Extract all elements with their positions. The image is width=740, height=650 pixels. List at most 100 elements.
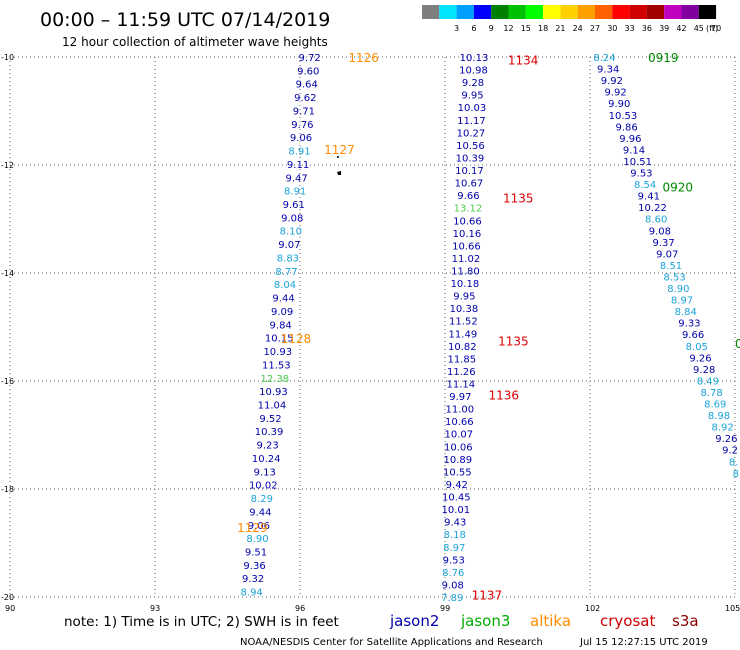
legend-swatch xyxy=(698,5,717,19)
wave-height-value: 8.04 xyxy=(274,280,296,291)
wave-height-value: 8.76 xyxy=(442,568,464,579)
legend-label: 45 xyxy=(694,24,704,33)
wave-height-value: 9.47 xyxy=(285,173,307,184)
wave-height-value: 8.10 xyxy=(280,227,302,238)
wave-height-value: 10.53 xyxy=(609,111,638,122)
pass-time-label: 1129 xyxy=(237,521,268,535)
wave-height-value: 9.92 xyxy=(604,88,626,99)
wave-height-value: 9.44 xyxy=(249,507,271,518)
wave-height-value: 10.13 xyxy=(460,53,489,64)
legend-swatch xyxy=(508,5,526,19)
lon-label: 90 xyxy=(5,604,15,613)
legend-label: 42 xyxy=(676,24,686,33)
wave-height-value: 8.05 xyxy=(686,342,708,353)
wave-height-value: 8.53 xyxy=(664,272,686,283)
wave-height-value: 11.17 xyxy=(457,116,486,127)
wave-height-value: 8.18 xyxy=(444,530,466,541)
wave-height-value: 10.15 xyxy=(265,334,294,345)
wave-height-value: 8.60 xyxy=(645,215,667,226)
wave-height-value: 9.36 xyxy=(243,561,265,572)
wave-height-value: 9.08 xyxy=(442,580,464,591)
pass-time-label: 0920 xyxy=(663,181,694,195)
wave-height-value: 11.26 xyxy=(447,367,476,378)
legend-label: 3 xyxy=(454,24,459,33)
lon-label: 99 xyxy=(440,604,450,613)
pass-time-label: 1128 xyxy=(281,332,312,346)
wave-height-value: 9.72 xyxy=(299,53,321,64)
legend-swatch xyxy=(664,5,682,19)
wave-height-value: 9.26 xyxy=(689,353,711,364)
wave-height-value: 9.28 xyxy=(462,78,484,89)
legend-swatch xyxy=(491,5,509,19)
wave-height-value: 11.80 xyxy=(451,266,480,277)
pass-time-label: 1136 xyxy=(489,389,520,403)
wave-height-value: 8.77 xyxy=(275,267,297,278)
legend-swatch xyxy=(560,5,578,19)
wave-height-value: 9.95 xyxy=(461,91,483,102)
map-marks xyxy=(337,156,341,175)
wave-height-value: 8. xyxy=(729,457,739,468)
wave-height-value: 9.60 xyxy=(297,66,319,77)
wave-height-value: 10.18 xyxy=(451,279,480,290)
wave-height-value: 9.64 xyxy=(296,80,318,91)
wave-height-value: 10.06 xyxy=(444,442,473,453)
satellite-name-jason2: jason2 xyxy=(389,612,439,630)
pass-time-label: 0 xyxy=(735,337,740,351)
legend-label: 36 xyxy=(642,24,652,33)
wave-height-value: 9.09 xyxy=(271,307,293,318)
wave-height-value: 8.83 xyxy=(277,253,299,264)
wave-height-value: 11.14 xyxy=(447,380,476,391)
wave-height-value: 9.53 xyxy=(630,169,652,180)
legend-swatch xyxy=(473,5,492,19)
wave-height-value: 8.97 xyxy=(443,543,465,554)
lon-label: 96 xyxy=(295,604,305,613)
wave-height-value: 8.91 xyxy=(288,147,310,158)
legend-swatch xyxy=(577,5,595,19)
wave-height-value: 10.22 xyxy=(638,203,667,214)
lat-label: -14 xyxy=(1,269,14,278)
legend-label: 33 xyxy=(625,24,635,33)
wave-height-value: 8.94 xyxy=(241,588,263,599)
wave-height-value: 9.52 xyxy=(259,414,281,425)
pass-time-label: 1134 xyxy=(508,54,539,68)
wave-height-value: 10.24 xyxy=(252,454,281,465)
satellite-name-cryosat: cryosat xyxy=(600,612,655,630)
wave-height-value: 8.49 xyxy=(697,376,719,387)
wave-height-value: 9.32 xyxy=(242,574,264,585)
lon-label: 93 xyxy=(150,604,160,613)
wave-height-value: 8.90 xyxy=(246,534,268,545)
lat-label: -20 xyxy=(1,593,14,602)
wave-height-value: 10.66 xyxy=(452,241,481,252)
wave-height-value: 10.38 xyxy=(450,304,479,315)
wave-height-value: 10.07 xyxy=(445,430,474,441)
wave-height-value: 9.84 xyxy=(270,320,292,331)
wave-height-value: 10.45 xyxy=(442,493,471,504)
wave-height-value: 9.66 xyxy=(457,191,479,202)
wave-height-value: 11.85 xyxy=(448,354,477,365)
wave-height-value: 10.39 xyxy=(456,153,485,164)
wave-height-value: 9.28 xyxy=(693,365,715,376)
wave-height-value: 9.76 xyxy=(291,120,313,131)
legend-unit: (ft) xyxy=(706,24,718,33)
wave-height-value: 9.37 xyxy=(652,238,674,249)
wave-height-value: 9.06 xyxy=(290,133,312,144)
island-dot xyxy=(337,156,339,158)
lat-label: -10 xyxy=(1,53,14,62)
wave-height-value: 9.07 xyxy=(278,240,300,251)
pass-time-label: 1137 xyxy=(472,588,503,602)
legend-label: 27 xyxy=(590,24,600,33)
wave-height-value: 13.12 xyxy=(454,204,483,215)
legend-label: 24 xyxy=(573,24,583,33)
wave-height-value: 9.42 xyxy=(446,480,468,491)
legend-swatch xyxy=(646,5,665,19)
wave-height-value: 9.66 xyxy=(682,330,704,341)
wave-height-value: 11.00 xyxy=(446,405,475,416)
wave-height-value: 9.61 xyxy=(283,200,305,211)
legend-label: 30 xyxy=(607,24,617,33)
wave-height-value: 9.07 xyxy=(656,249,678,260)
wave-height-value: 9.26 xyxy=(715,434,737,445)
wave-height-value: 8.84 xyxy=(675,307,697,318)
wave-height-value: 10.93 xyxy=(259,387,288,398)
wave-height-value: 11.53 xyxy=(262,360,291,371)
legend-swatch xyxy=(439,5,457,19)
